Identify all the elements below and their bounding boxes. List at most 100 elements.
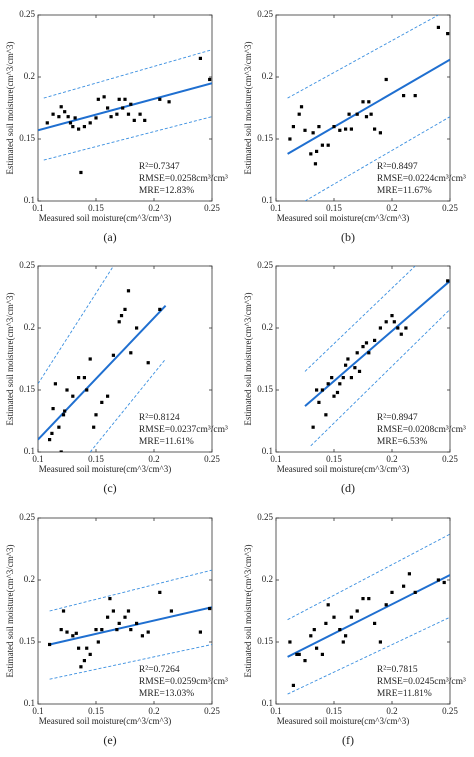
point (361, 345, 365, 349)
y-tick-label: 0.2 (262, 71, 273, 81)
point (320, 143, 324, 147)
point (146, 361, 150, 365)
point (123, 615, 127, 619)
x-tick-label: 0.25 (442, 706, 458, 716)
plot-frame (37, 14, 213, 202)
point (85, 388, 89, 392)
y-tick-label: 0.15 (257, 636, 273, 646)
point (303, 659, 307, 663)
fit-line (304, 280, 450, 407)
point (303, 128, 307, 132)
x-axis-label: Measured soil moisture(cm^3/cm^3) (39, 716, 171, 726)
point (384, 77, 388, 82)
fit-line (287, 58, 450, 155)
point (50, 431, 54, 435)
point (399, 332, 403, 336)
point (315, 646, 319, 650)
x-tick-label: 0.25 (204, 203, 220, 213)
x-tick-label: 0.25 (442, 454, 458, 464)
fit-line (38, 304, 167, 441)
y-tick-label: 0.1 (262, 195, 273, 205)
confidence-bound (49, 569, 212, 612)
point (390, 590, 394, 594)
panel-label: (e) (103, 733, 116, 747)
point (349, 127, 353, 131)
point (66, 115, 70, 119)
point (169, 609, 173, 613)
point (71, 394, 75, 398)
point (106, 106, 110, 110)
point (392, 320, 396, 324)
annotation: MRE=11.61% (139, 437, 194, 447)
plot-frame (275, 14, 451, 202)
y-axis-label: Estimated soil moisture(cm^3/cm^3) (5, 42, 15, 175)
point (126, 609, 131, 613)
point (123, 307, 127, 311)
point (373, 621, 377, 625)
annotation: R²=0.8947 (377, 413, 418, 423)
point (117, 320, 121, 324)
x-tick-label: 0.2 (148, 454, 159, 464)
point (373, 338, 377, 342)
point (315, 149, 319, 153)
point (106, 615, 110, 619)
fit-line (38, 82, 212, 132)
point (123, 97, 127, 101)
x-tick-label: 0.15 (88, 454, 104, 464)
y-tick-label: 0.25 (257, 512, 273, 522)
annotation: R²=0.7815 (377, 665, 418, 675)
x-tick-label: 0.1 (32, 454, 43, 464)
point (73, 116, 77, 120)
point (92, 425, 96, 429)
point (59, 450, 63, 452)
y-tick-label: 0.25 (257, 9, 273, 19)
x-tick-label: 0.2 (386, 203, 397, 213)
confidence-bound (38, 266, 114, 385)
point (364, 341, 369, 345)
point (143, 118, 147, 122)
y-tick-label: 0.2 (24, 574, 35, 584)
x-tick-label: 0.15 (326, 454, 342, 464)
point (288, 137, 292, 141)
point (311, 425, 315, 429)
point (68, 121, 73, 125)
point (129, 351, 133, 355)
point (349, 376, 353, 380)
point (344, 127, 348, 131)
point (106, 394, 110, 398)
x-tick-label: 0.25 (442, 203, 458, 213)
annotation: RMSE=0.0259cm³/cm³ (139, 677, 228, 687)
x-tick-label: 0.1 (270, 706, 281, 716)
point (404, 326, 408, 330)
point (330, 376, 334, 380)
point (313, 162, 318, 166)
x-tick-label: 0.25 (204, 706, 220, 716)
point (63, 409, 67, 413)
point (364, 115, 369, 119)
plot-area (48, 569, 212, 680)
point (115, 112, 119, 116)
point (396, 326, 400, 330)
point (88, 121, 92, 125)
point (53, 382, 57, 386)
x-tick-label: 0.1 (32, 203, 43, 213)
y-tick-label: 0.15 (257, 133, 273, 143)
point (96, 97, 100, 101)
annotation: R²=0.8497 (377, 162, 418, 172)
point (119, 314, 124, 318)
point (338, 628, 342, 632)
point (332, 125, 336, 129)
point (361, 100, 365, 104)
point (413, 590, 417, 594)
x-axis-label: Measured soil moisture(cm^3/cm^3) (277, 464, 409, 474)
plot-frame (275, 517, 451, 705)
panel: 0.1 0.15 0.2 0.25 0.1 0.15 0.2 0.25 Measured soi… (243, 9, 466, 244)
point (79, 170, 83, 175)
y-tick-label: 0.2 (262, 322, 273, 332)
plot-frame (37, 517, 213, 705)
point (390, 314, 394, 318)
point (402, 94, 406, 98)
point (82, 125, 86, 129)
point (117, 621, 121, 625)
y-axis-label: Estimated soil moisture(cm^3/cm^3) (5, 293, 15, 426)
